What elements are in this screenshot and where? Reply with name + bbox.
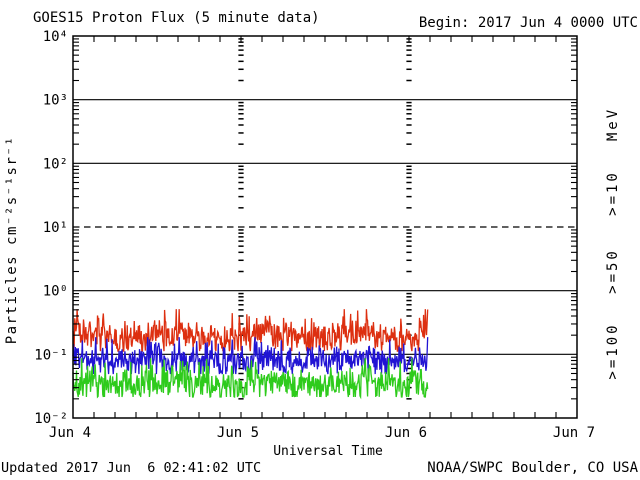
footer-source: NOAA/SWPC Boulder, CO USA: [427, 460, 638, 476]
series-layer: [72, 309, 429, 400]
y-tick-label-1e4: 10⁴: [43, 29, 68, 45]
y-tick-label-1e1: 10¹: [43, 220, 68, 236]
y-tick-label-1e2: 10²: [43, 156, 68, 172]
begin-label: Begin: 2017 Jun 4 0000 UTC: [419, 15, 638, 31]
x-tick-label-jun-4: Jun 4: [49, 425, 91, 441]
x-axis-title: Universal Time: [273, 444, 383, 459]
x-tick-label-jun-7: Jun 7: [553, 425, 595, 441]
y-axis-title: Particles cm⁻²s⁻¹sr⁻¹: [4, 136, 20, 345]
legend-series-100: >=100: [605, 322, 621, 379]
legend-units: MeV: [605, 107, 621, 141]
y-tick-label-1e-1: 10⁻¹: [34, 347, 68, 363]
chart-title: GOES15 Proton Flux (5 minute data): [33, 10, 320, 26]
legend-series-50: >=50: [605, 248, 621, 294]
y-tick-label-1e0: 10⁰: [43, 284, 68, 300]
x-tick-label-jun-6: Jun 6: [385, 425, 427, 441]
legend-series-10: >=10: [605, 170, 621, 216]
y-tick-label-1e3: 10³: [43, 93, 68, 109]
series-line-50mev: [72, 337, 429, 375]
footer-updated: Updated 2017 Jun 6 02:41:02 UTC: [1, 460, 261, 476]
series-line-10mev: [72, 309, 429, 352]
y-tick-label-1e-2: 10⁻²: [34, 411, 68, 427]
x-tick-label-jun-5: Jun 5: [217, 425, 259, 441]
series-line-100mev: [72, 358, 429, 400]
